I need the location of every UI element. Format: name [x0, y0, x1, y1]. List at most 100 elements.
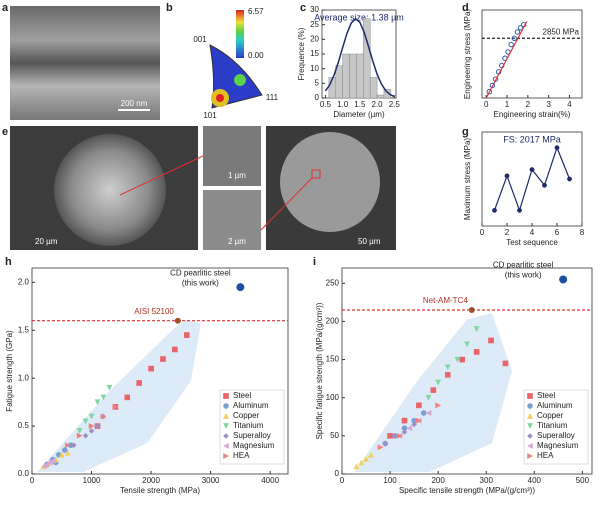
legend-label: Magnesium	[233, 441, 275, 450]
marker	[459, 356, 465, 363]
y-tick-label: 20	[310, 34, 319, 43]
marker	[49, 457, 56, 464]
x-tick-label: 6	[555, 228, 560, 237]
annotation: FS: 2017 MPa	[503, 134, 561, 144]
y-tick-label: 25	[310, 20, 319, 29]
x-axis-label: Tensile strength (MPa)	[120, 486, 200, 495]
x-tick-label: 200	[431, 476, 445, 485]
legend-marker	[527, 412, 533, 419]
y-tick-label: 0	[315, 93, 320, 102]
marker	[406, 425, 413, 432]
y-tick-label: 10	[310, 64, 319, 73]
series-line	[493, 145, 571, 213]
marker	[454, 356, 461, 363]
fracture-surface	[54, 134, 166, 246]
x-axis-label: Engineering strain(%)	[494, 110, 571, 119]
marker	[94, 423, 101, 429]
panel-label: i	[313, 256, 316, 268]
ipf-spot	[234, 74, 246, 86]
x-tick-label: 3	[546, 100, 551, 109]
fit-curve	[324, 17, 395, 98]
panel-label: b	[166, 2, 173, 14]
marker	[401, 429, 408, 435]
micrograph-a	[10, 6, 160, 120]
y-tick-label: 100	[326, 393, 340, 402]
legend-label: Titanium	[233, 421, 264, 430]
legend-marker	[223, 403, 229, 409]
highlight-point	[236, 283, 245, 292]
panel-label: h	[5, 256, 12, 268]
x-tick-label: 400	[528, 476, 542, 485]
x-tick-label: 2	[505, 228, 510, 237]
y-tick-label: 0	[335, 469, 340, 478]
marker	[61, 447, 68, 453]
marker	[444, 364, 451, 371]
marker	[70, 442, 77, 449]
y-axis-label: Maximum stress (MPa)	[463, 138, 472, 221]
panel-label: g	[462, 126, 469, 138]
bar	[335, 65, 343, 99]
marker	[425, 394, 432, 401]
highlight-label: (this work)	[505, 271, 542, 280]
y-tick-label: 250	[326, 278, 340, 287]
marker	[183, 332, 190, 338]
x-tick-label: 3000	[202, 476, 220, 485]
x-tick-label: 1	[505, 100, 510, 109]
marker	[416, 402, 422, 409]
x-tick-label: 2000	[142, 476, 160, 485]
marker	[435, 379, 442, 386]
x-tick-label: 100	[383, 476, 397, 485]
y-axis-label: Frequence (%)	[297, 27, 306, 80]
x-tick-label: 4	[567, 100, 572, 109]
panel-label: a	[2, 2, 9, 14]
legend-marker	[527, 433, 533, 439]
marker	[396, 432, 403, 439]
x-tick-label: 4	[530, 228, 535, 237]
marker	[82, 418, 89, 425]
scale-bar-label: 1 µm	[228, 171, 246, 180]
marker	[425, 410, 432, 416]
highlight-label: CD pearlitic steel	[493, 261, 554, 270]
legend-marker	[223, 453, 230, 459]
bar	[383, 88, 392, 99]
scale-bar-label: 200 nm	[121, 99, 148, 108]
callout	[119, 155, 204, 196]
highlight-point	[559, 275, 568, 284]
inset-1	[203, 126, 261, 186]
highlight-label: (this work)	[182, 278, 219, 287]
pole-label: 001	[193, 35, 207, 44]
legend-marker	[527, 393, 533, 399]
marker	[504, 173, 510, 179]
marker	[106, 384, 113, 391]
legend-marker	[223, 433, 229, 439]
legend-label: HEA	[537, 451, 554, 460]
x-tick-label: 2.5	[389, 100, 401, 109]
marker	[76, 428, 83, 434]
reference-label: 2850 MPa	[543, 27, 580, 36]
panel-label: c	[300, 2, 306, 14]
legend-marker	[527, 423, 533, 430]
marker	[100, 394, 107, 401]
x-axis-label: Diameter (µm)	[333, 110, 385, 119]
colorbar	[236, 10, 244, 58]
legend-marker	[223, 393, 229, 399]
x-tick-label: 0	[480, 228, 485, 237]
y-tick-label: 0.5	[18, 421, 30, 430]
marker	[94, 399, 101, 406]
x-tick-label: 1.5	[354, 100, 366, 109]
marker	[444, 372, 451, 378]
marker	[382, 440, 389, 447]
marker	[392, 432, 398, 439]
y-tick-label: 5	[315, 78, 320, 87]
x-tick-label: 300	[480, 476, 494, 485]
x-tick-label: 2.0	[372, 100, 384, 109]
y-tick-label: 15	[310, 49, 319, 58]
plot-frame	[31, 267, 289, 475]
annotation: Average size: 1.38 µm	[314, 12, 404, 22]
legend-label: Superalloy	[233, 431, 271, 440]
y-axis-label: Engineering stress (MPa)	[463, 9, 472, 100]
marker	[488, 337, 494, 344]
legend-marker	[222, 443, 229, 449]
colorbar-min: 0.00	[248, 51, 264, 60]
